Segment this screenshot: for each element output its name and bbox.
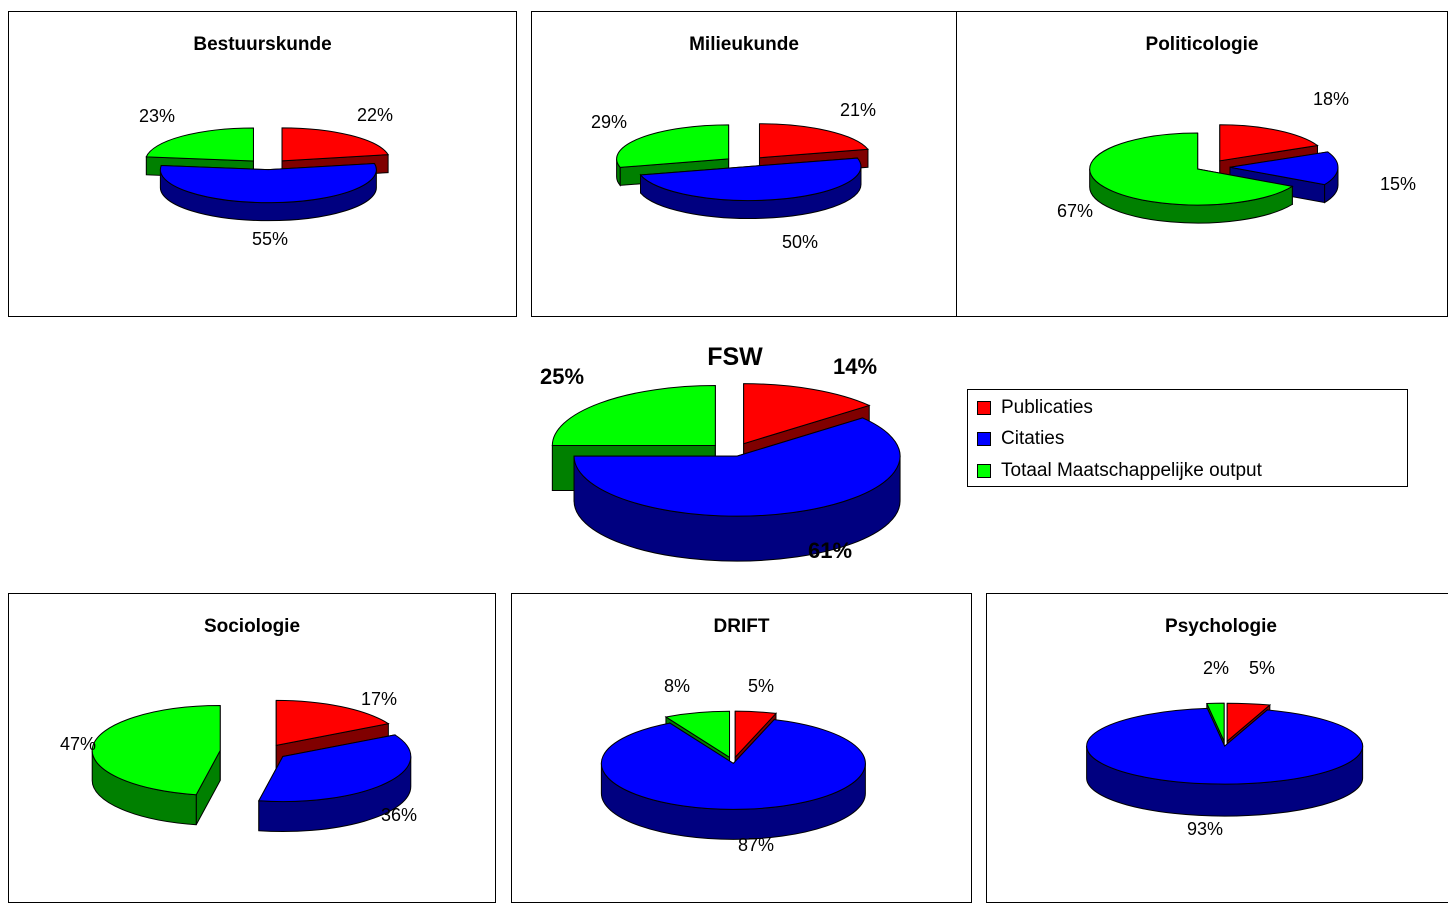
data-label-totaal-maatschappelijke-output: 29% — [591, 112, 627, 132]
pie-milieukunde: 21% 50% 29% — [591, 100, 876, 252]
pie-slice-publicaties — [275, 699, 390, 746]
legend-swatch — [977, 432, 991, 446]
pie-tops — [600, 710, 866, 810]
chart-panel-politicologie: Politicologie — [956, 11, 1448, 317]
chart-title: Politicologie — [1145, 34, 1259, 55]
data-label-totaal-maatschappelijke-output: 47% — [60, 734, 96, 754]
data-label-publicaties: 5% — [748, 676, 774, 696]
pie-slice-publicaties — [743, 383, 871, 445]
data-label-publicaties: 14% — [833, 354, 877, 379]
pie-tops — [551, 383, 901, 517]
data-label-totaal-maatschappelijke-output: 25% — [540, 364, 584, 389]
data-label-citaties: 55% — [252, 229, 288, 249]
data-label-totaal-maatschappelijke-output: 8% — [664, 676, 690, 696]
pie-politicologie: 18% 15% 67% — [1057, 89, 1416, 224]
legend-label: Totaal Maatschappelijke output — [1001, 460, 1262, 481]
pie-slice-publicaties — [758, 123, 869, 159]
pie-slice-citaties — [600, 719, 866, 810]
data-label-totaal-maatschappelijke-output: 2% — [1203, 658, 1229, 678]
pie-slice-totaal-maatschappelijke-output — [1089, 132, 1294, 206]
pie-slice-publicaties — [734, 710, 778, 759]
chart-title: Milieukunde — [689, 34, 799, 55]
data-label-totaal-maatschappelijke-output: 67% — [1057, 201, 1093, 221]
pie-slice-totaal-maatschappelijke-output — [664, 710, 731, 759]
pie-tops — [145, 127, 389, 204]
data-label-citaties: 87% — [738, 835, 774, 855]
data-label-citaties: 36% — [381, 805, 417, 825]
pie-tops — [1089, 124, 1339, 206]
legend-item-citaties: Citaties — [977, 427, 1064, 451]
legend-item-totaal-maatschappelijke-output: Totaal Maatschappelijke output — [977, 459, 1262, 483]
legend-item-publicaties: Publicaties — [977, 396, 1093, 420]
pie-slice-totaal-maatschappelijke-output — [1206, 702, 1225, 742]
data-label-publicaties: 17% — [361, 689, 397, 709]
pie-slice-totaal-maatschappelijke-output — [145, 127, 254, 162]
legend-label: Citaties — [1001, 428, 1065, 449]
pie-slice-publicaties — [1226, 702, 1272, 743]
data-label-totaal-maatschappelijke-output: 23% — [139, 106, 175, 126]
pie-slice-citaties — [1086, 707, 1364, 785]
pie-slice-publicaties — [281, 127, 389, 162]
pie-sociologie: 17% 36% 47% — [60, 689, 417, 833]
legend-swatch — [977, 464, 991, 478]
pie-drift: 5% 87% 8% — [600, 676, 866, 855]
data-label-publicaties: 18% — [1313, 89, 1349, 109]
pie-slice-citaties — [159, 162, 377, 204]
chart-panel-sociologie: Sociologie — [8, 593, 496, 903]
data-label-citaties: 15% — [1380, 174, 1416, 194]
chart-panel-bestuurskunde: Bestuurskunde — [8, 11, 517, 317]
data-label-citaties: 61% — [808, 538, 852, 563]
legend-swatch — [977, 401, 991, 415]
pie-slice-totaal-maatschappelijke-output — [616, 124, 730, 168]
data-label-publicaties: 21% — [840, 100, 876, 120]
pie-slice-citaties — [639, 157, 862, 202]
pie-slice-citaties — [258, 734, 412, 803]
pie-psychologie: 5% 93% 2% — [1086, 658, 1364, 839]
pie-slice-totaal-maatschappelijke-output — [91, 705, 221, 796]
data-label-publicaties: 5% — [1249, 658, 1275, 678]
chart-legend: Publicaties Citaties Totaal Maatschappel… — [967, 389, 1408, 487]
pie-tops — [1086, 702, 1364, 785]
pie-bestuurskunde: 22% 55% 23% — [139, 105, 393, 249]
chart-title: Bestuurskunde — [193, 34, 332, 55]
pie-fsw: 14% 61% 25% — [540, 354, 901, 563]
chart-title: DRIFT — [713, 616, 770, 637]
data-label-citaties: 93% — [1187, 819, 1223, 839]
pie-slice-totaal-maatschappelijke-output — [551, 384, 716, 446]
chart-panel-milieukunde: Milieukunde — [531, 11, 957, 317]
chart-title: Sociologie — [203, 616, 301, 637]
chart-title-fsw: FSW — [707, 343, 763, 371]
pie-slice-citaties — [1229, 151, 1339, 186]
pie-slice-publicaties — [1219, 124, 1319, 162]
legend-label: Publicaties — [1001, 397, 1093, 418]
pie-slice-citaties — [573, 417, 901, 517]
pie-tops — [616, 123, 869, 202]
data-label-publicaties: 22% — [357, 105, 393, 125]
chart-title: Psychologie — [1165, 616, 1277, 637]
data-label-citaties: 50% — [782, 232, 818, 252]
pie-tops — [91, 699, 412, 803]
